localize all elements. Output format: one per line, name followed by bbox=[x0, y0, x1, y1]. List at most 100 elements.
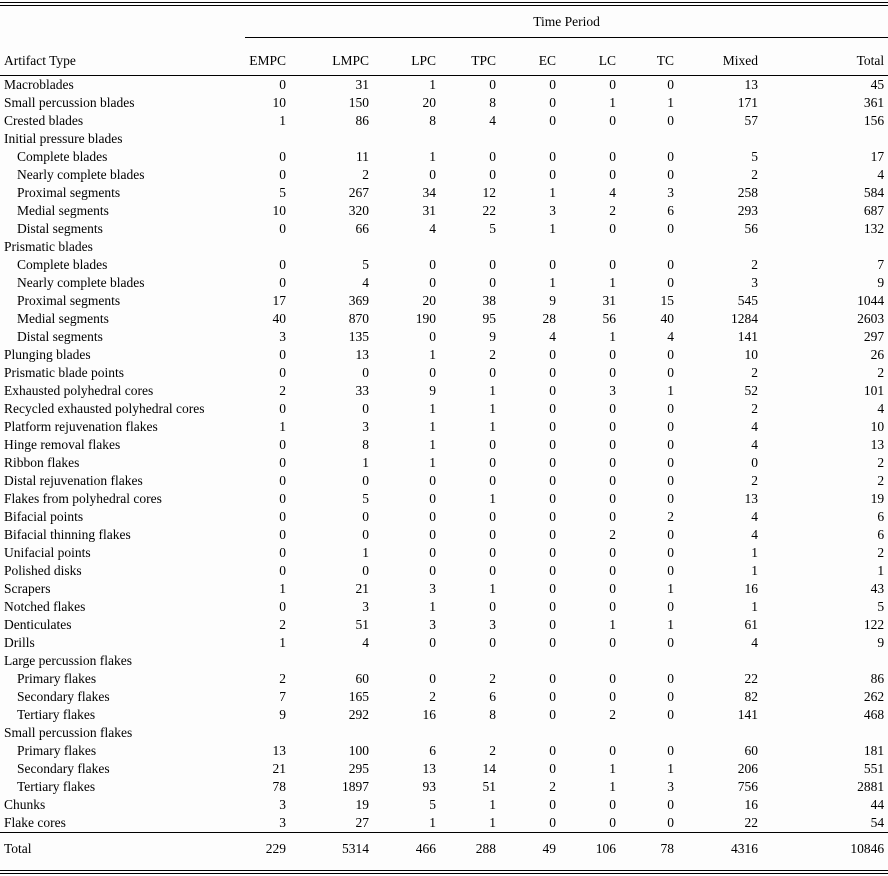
value-cell: 16 bbox=[744, 581, 759, 596]
value-cell: 0 bbox=[549, 167, 556, 182]
value-cell: 171 bbox=[737, 95, 758, 110]
row-label: Denticulates bbox=[4, 617, 72, 632]
value-cell bbox=[295, 724, 378, 742]
value-cell: 141 bbox=[737, 329, 758, 344]
value-cell: 22 bbox=[744, 815, 759, 830]
value-cell: 0 bbox=[609, 491, 616, 506]
value-cell: 0 bbox=[667, 473, 674, 488]
value-cell: 17 bbox=[272, 293, 287, 308]
row-label: Primary flakes bbox=[17, 671, 97, 686]
value-cell: 1 bbox=[489, 401, 496, 416]
value-cell: 0 bbox=[549, 419, 556, 434]
value-cell: 4 bbox=[489, 113, 496, 128]
table-row: Recycled exhausted polyhedral cores 0 0 1 1 0… bbox=[0, 400, 888, 418]
value-cell: 101 bbox=[863, 383, 885, 398]
value-cell: 6 bbox=[877, 509, 885, 524]
group-header-row: Small percussion flakes bbox=[0, 724, 888, 742]
value-cell: 2 bbox=[877, 365, 885, 380]
total-value-cell: 49 bbox=[505, 832, 565, 865]
time-period-spanner: Time Period bbox=[245, 6, 888, 38]
value-cell: 13 bbox=[355, 347, 370, 362]
value-cell: 0 bbox=[429, 509, 436, 524]
row-label: Distal segments bbox=[17, 221, 103, 236]
value-cell: 0 bbox=[549, 743, 556, 758]
value-cell: 0 bbox=[279, 257, 286, 272]
value-cell: 8 bbox=[489, 707, 496, 722]
value-cell: 1 bbox=[667, 761, 674, 776]
value-cell: 4 bbox=[877, 167, 885, 182]
value-cell: 26 bbox=[870, 347, 885, 362]
value-cell: 0 bbox=[549, 365, 556, 380]
value-cell: 0 bbox=[279, 473, 286, 488]
table-row: Distal rejuvenation flakes 0 0 0 0 0 0 0 2 2 bbox=[0, 472, 888, 490]
value-cell bbox=[245, 130, 295, 148]
column-header-empc: EMPC bbox=[245, 37, 295, 76]
value-cell: 0 bbox=[609, 509, 616, 524]
value-cell: 2 bbox=[667, 509, 674, 524]
value-cell: 0 bbox=[609, 689, 616, 704]
value-cell: 292 bbox=[348, 707, 369, 722]
row-label: Platform rejuvenation flakes bbox=[4, 419, 158, 434]
value-cell: 468 bbox=[863, 707, 885, 722]
value-cell: 0 bbox=[279, 149, 286, 164]
group-header-row: Large percussion flakes bbox=[0, 652, 888, 670]
row-label: Macroblades bbox=[4, 77, 74, 92]
value-cell: 15 bbox=[660, 293, 675, 308]
total-row: Total 229 5314 466 288 49 106 78 4316 10846 bbox=[0, 832, 888, 865]
value-cell: 3 bbox=[279, 329, 286, 344]
row-label: Primary flakes bbox=[17, 743, 97, 758]
value-cell: 551 bbox=[863, 761, 885, 776]
value-cell: 0 bbox=[429, 563, 436, 578]
top-double-rule bbox=[0, 2, 888, 6]
value-cell: 0 bbox=[362, 509, 369, 524]
value-cell: 0 bbox=[279, 221, 286, 236]
value-cell: 1 bbox=[429, 455, 436, 470]
row-label: Chunks bbox=[4, 797, 46, 812]
value-cell bbox=[565, 238, 625, 256]
group-header-row: Initial pressure blades bbox=[0, 130, 888, 148]
value-cell: 1044 bbox=[857, 293, 885, 308]
value-cell: 0 bbox=[549, 797, 556, 812]
value-cell: 1 bbox=[549, 185, 556, 200]
value-cell: 10 bbox=[744, 347, 759, 362]
value-cell: 20 bbox=[422, 293, 437, 308]
value-cell: 3 bbox=[429, 581, 436, 596]
value-cell bbox=[245, 652, 295, 670]
table-row: Exhausted polyhedral cores 2 33 9 1 0 3 1 52 101 bbox=[0, 382, 888, 400]
value-cell: 3 bbox=[751, 275, 758, 290]
value-cell: 2 bbox=[362, 167, 369, 182]
group-label: Small percussion flakes bbox=[4, 725, 133, 740]
column-header-tc: TC bbox=[625, 37, 683, 76]
value-cell: 1 bbox=[609, 761, 616, 776]
value-cell bbox=[295, 238, 378, 256]
table-row: Small percussion blades 10 150 20 8 0 1 1 171 361 bbox=[0, 94, 888, 112]
table-row: Prismatic blade points 0 0 0 0 0 0 0 2 2 bbox=[0, 364, 888, 382]
value-cell: 13 bbox=[870, 437, 885, 452]
value-cell: 0 bbox=[549, 383, 556, 398]
value-cell: 5 bbox=[362, 491, 369, 506]
value-cell: 6 bbox=[877, 527, 885, 542]
value-cell: 1 bbox=[667, 581, 674, 596]
row-label: Tertiary flakes bbox=[17, 779, 96, 794]
value-cell: 9 bbox=[279, 707, 286, 722]
artifact-count-table: Time Period Artifact Type EMPC LMPC LPC TPC… bbox=[0, 6, 888, 865]
column-header-mixed: Mixed bbox=[683, 37, 767, 76]
value-cell: 78 bbox=[272, 779, 287, 794]
value-cell: 1 bbox=[609, 95, 616, 110]
value-cell: 0 bbox=[279, 599, 286, 614]
row-label: Tertiary flakes bbox=[17, 707, 96, 722]
value-cell: 0 bbox=[549, 473, 556, 488]
value-cell: 0 bbox=[279, 77, 286, 92]
value-cell: 3 bbox=[609, 383, 616, 398]
value-cell: 8 bbox=[489, 95, 496, 110]
value-cell: 0 bbox=[667, 689, 674, 704]
value-cell: 1 bbox=[549, 221, 556, 236]
value-cell: 0 bbox=[279, 527, 286, 542]
value-cell: 3 bbox=[549, 203, 556, 218]
value-cell: 0 bbox=[751, 455, 758, 470]
value-cell: 756 bbox=[737, 779, 758, 794]
row-label: Flake cores bbox=[4, 815, 66, 830]
value-cell: 0 bbox=[549, 581, 556, 596]
value-cell: 0 bbox=[489, 473, 496, 488]
value-cell bbox=[625, 130, 683, 148]
